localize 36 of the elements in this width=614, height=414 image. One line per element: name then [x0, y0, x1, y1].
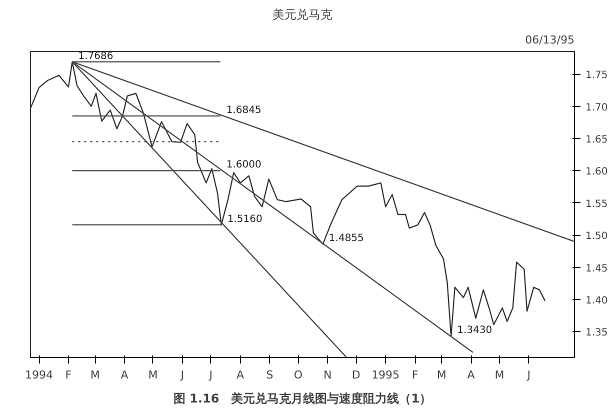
x-tick-label: F: [412, 368, 418, 382]
y-tick-label: 1.60: [586, 166, 608, 178]
annotation: 1.3430: [457, 325, 492, 336]
x-tick-label: D: [352, 368, 360, 382]
x-tick-label: M: [436, 368, 446, 382]
y-tick-label: 1.50: [586, 231, 608, 242]
x-tick-label: A: [236, 368, 245, 382]
x-tick-label: 1995: [372, 368, 400, 382]
x-tick-label: A: [120, 368, 129, 382]
x-tick-label: M: [494, 368, 504, 382]
x-tick-label: N: [324, 368, 332, 382]
chart-title: 美元兑马克: [272, 8, 332, 22]
x-tick-label: O: [294, 368, 303, 382]
x-tick-label: A: [467, 368, 476, 382]
y-tick-label: 1.75: [586, 70, 608, 82]
annotation: 1.5160: [227, 214, 262, 225]
x-tick-label: M: [90, 368, 100, 382]
x-tick-label: J: [526, 368, 531, 382]
caption: 图 1.16 美元兑马克月线图与速度阻力线（1）: [173, 392, 432, 406]
x-tick-label: M: [148, 368, 158, 382]
annotation: 1.6000: [226, 160, 262, 171]
annotation: 1.6845: [226, 104, 262, 116]
chart-subtitle: 06/13/95: [525, 34, 575, 46]
y-tick-label: 1.45: [586, 263, 608, 274]
y-tick-label: 1.65: [586, 134, 608, 146]
x-tick-label: 1994: [25, 368, 54, 382]
x-tick-label: J: [180, 368, 184, 382]
annotation: 1.7686: [78, 50, 114, 62]
y-tick-label: 1.70: [586, 102, 608, 114]
x-tick-label: J: [208, 368, 213, 382]
annotation: 1.4855: [328, 233, 364, 244]
y-tick-label: 1.55: [586, 198, 608, 210]
y-tick-label: 1.35: [586, 328, 608, 339]
y-tick-label: 1.40: [586, 296, 608, 307]
x-tick-label: S: [266, 368, 274, 382]
x-tick-label: F: [65, 368, 72, 382]
